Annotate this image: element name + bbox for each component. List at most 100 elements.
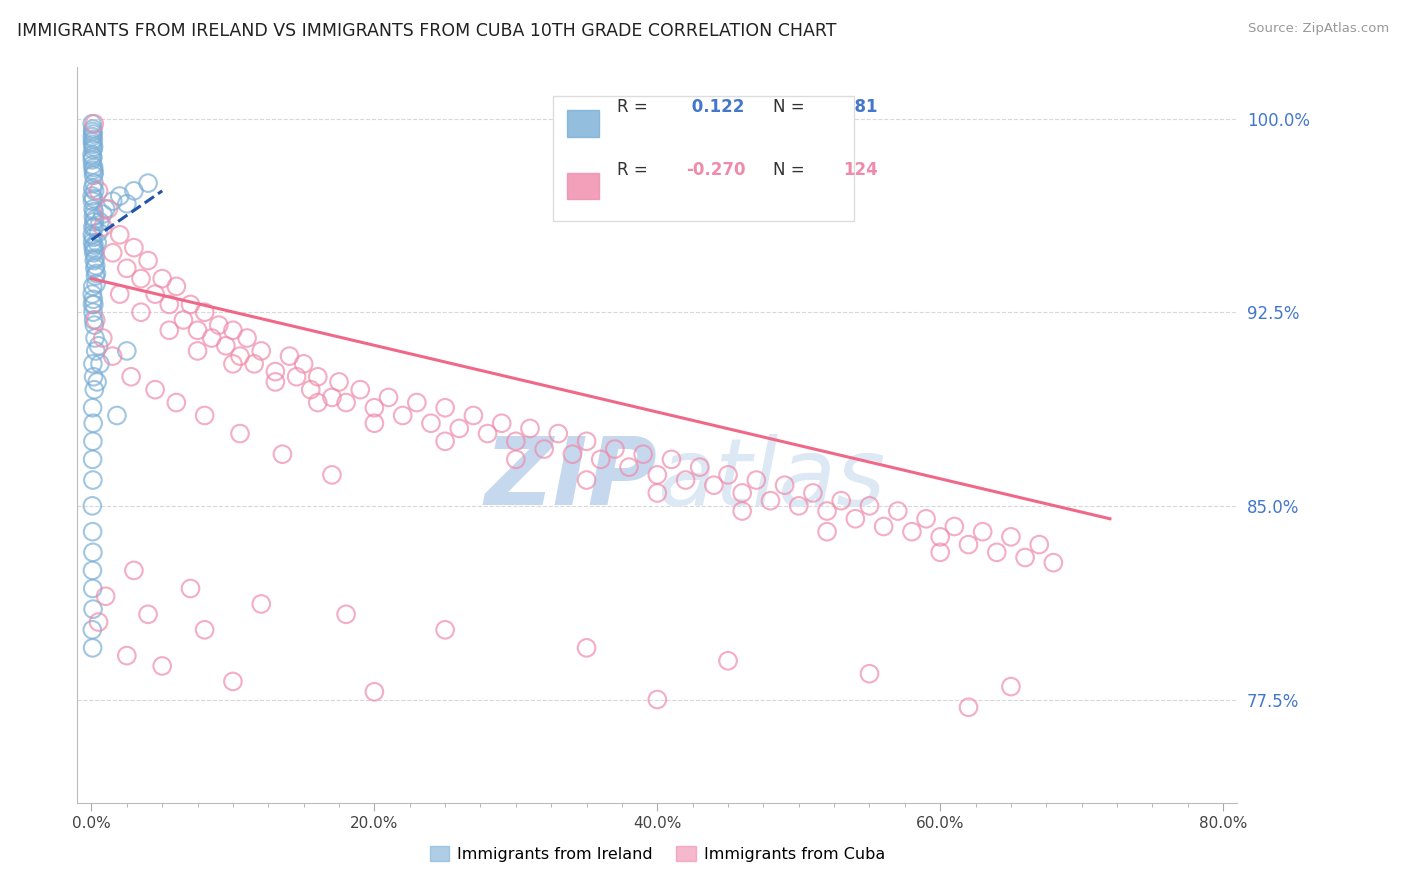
Point: [82, 452, 104, 467]
Point: [89, 215, 111, 229]
Point: [187, 323, 209, 337]
Point: [887, 504, 910, 518]
Point: [97, 202, 120, 216]
Point: [82, 143, 104, 157]
Point: [101, 349, 124, 363]
Point: [82, 640, 104, 655]
Point: [82, 181, 104, 195]
Point: [129, 305, 152, 319]
Point: [115, 343, 138, 358]
Point: [101, 194, 124, 209]
Point: [717, 467, 740, 482]
Text: N =: N =: [773, 161, 804, 179]
Point: [115, 196, 138, 211]
Point: [915, 512, 938, 526]
Point: [519, 421, 541, 435]
Point: [82, 401, 104, 415]
Point: [449, 421, 471, 435]
Point: [82, 127, 104, 141]
Point: [105, 409, 128, 423]
Point: [264, 375, 287, 389]
Point: [82, 194, 104, 209]
Point: [82, 293, 104, 307]
Point: [292, 357, 315, 371]
Point: [533, 442, 555, 456]
Point: [83, 176, 105, 190]
Point: [1042, 556, 1064, 570]
Point: [603, 442, 626, 456]
Point: [122, 563, 145, 577]
Point: [120, 369, 142, 384]
Point: [307, 369, 329, 384]
Point: [83, 184, 105, 198]
Point: [236, 331, 259, 345]
Point: [717, 654, 740, 668]
Point: [82, 124, 104, 138]
Point: [82, 117, 104, 131]
Point: [250, 597, 273, 611]
Point: [575, 473, 598, 487]
Point: [84, 331, 107, 345]
Point: [505, 452, 527, 467]
Point: [165, 395, 187, 409]
Point: [83, 253, 105, 268]
Point: [82, 129, 104, 144]
Point: [222, 357, 245, 371]
Point: [335, 395, 357, 409]
Point: [285, 369, 308, 384]
Point: [115, 261, 138, 276]
Point: [82, 241, 104, 255]
Point: [108, 227, 131, 242]
Point: [661, 452, 683, 467]
Point: [82, 219, 104, 234]
Point: [83, 161, 105, 175]
Point: [82, 416, 104, 430]
Point: [83, 219, 105, 234]
Point: [143, 383, 166, 397]
Point: [87, 339, 110, 353]
Point: [830, 493, 852, 508]
Text: N =: N =: [773, 98, 804, 116]
Point: [87, 184, 110, 198]
Point: [83, 261, 105, 276]
Point: [491, 416, 513, 430]
Point: [84, 251, 107, 265]
Point: [858, 666, 880, 681]
Point: [759, 493, 782, 508]
Point: [83, 297, 105, 311]
Point: [575, 434, 598, 449]
Point: [463, 409, 485, 423]
Point: [82, 163, 104, 178]
Point: [194, 623, 217, 637]
Point: [363, 685, 385, 699]
Point: [101, 245, 124, 260]
Point: [82, 279, 104, 293]
Point: [89, 357, 111, 371]
Point: [82, 524, 104, 539]
Point: [801, 486, 824, 500]
Point: [86, 235, 108, 250]
Point: [82, 132, 104, 146]
Point: [94, 202, 117, 216]
Point: [83, 215, 105, 229]
Text: 0.122: 0.122: [686, 98, 745, 116]
Point: [299, 383, 322, 397]
Point: [94, 589, 117, 603]
Point: [84, 277, 107, 291]
Point: [87, 225, 110, 239]
Point: [815, 504, 838, 518]
Point: [229, 349, 252, 363]
Point: [150, 659, 173, 673]
Point: [108, 287, 131, 301]
Point: [83, 117, 105, 131]
Point: [82, 623, 104, 637]
Point: [82, 210, 104, 224]
Point: [957, 538, 980, 552]
Text: IMMIGRANTS FROM IRELAND VS IMMIGRANTS FROM CUBA 10TH GRADE CORRELATION CHART: IMMIGRANTS FROM IRELAND VS IMMIGRANTS FR…: [17, 22, 837, 40]
Point: [82, 563, 104, 577]
Point: [703, 478, 725, 492]
Point: [82, 150, 104, 164]
FancyBboxPatch shape: [553, 96, 855, 221]
Point: [222, 674, 245, 689]
Point: [943, 519, 966, 533]
